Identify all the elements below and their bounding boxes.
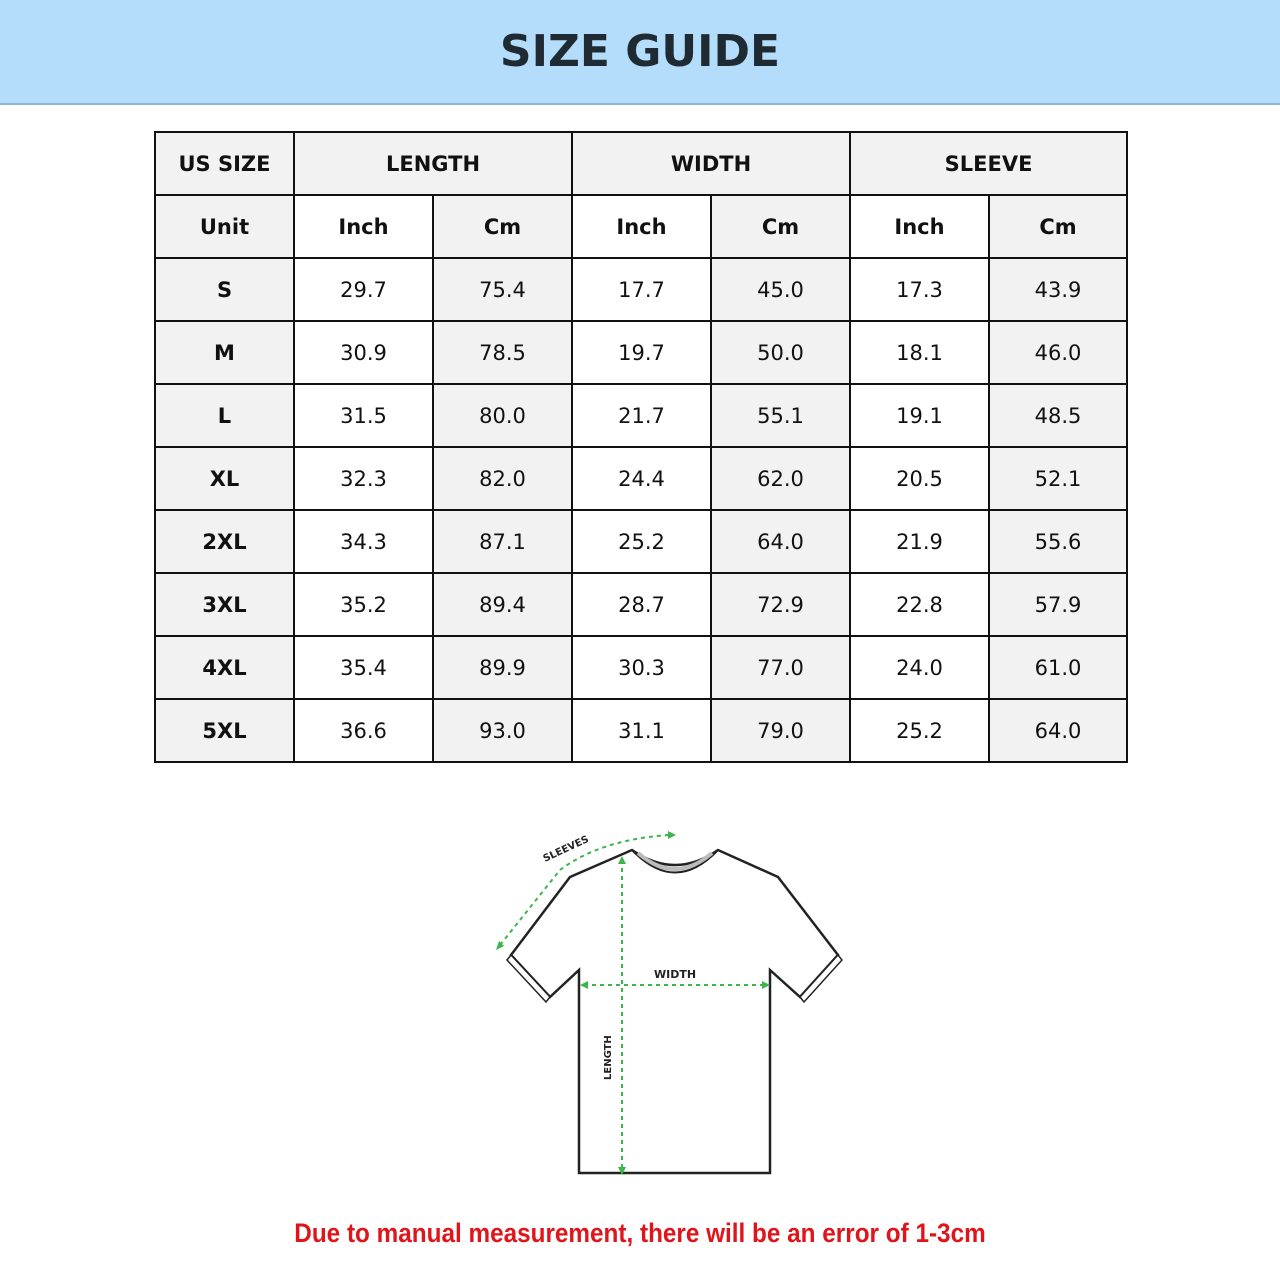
table-row: XL 32.3 82.0 24.4 62.0 20.5 52.1 xyxy=(154,446,1129,511)
unit-header: Inch xyxy=(849,194,991,259)
sleeve-guide xyxy=(499,834,669,946)
size-table: US SIZE LENGTH WIDTH SLEEVE Unit Inch Cm Inch Cm… xyxy=(154,131,1129,763)
measurement-cell: 29.7 xyxy=(293,257,434,322)
page-title: SIZE GUIDE xyxy=(499,26,781,77)
size-label: 2XL xyxy=(154,509,295,574)
measurement-cell: 79.0 xyxy=(710,698,852,763)
measurement-cell: 35.2 xyxy=(293,572,434,637)
unit-row: Unit Inch Cm Inch Cm Inch Cm xyxy=(154,194,1129,259)
measurement-cell: 36.6 xyxy=(293,698,434,763)
table-row: M 30.9 78.5 19.7 50.0 18.1 46.0 xyxy=(154,320,1129,385)
group-header: SLEEVE xyxy=(849,131,1129,196)
unit-header: Cm xyxy=(710,194,852,259)
size-label: 3XL xyxy=(154,572,295,637)
measurement-cell: 21.7 xyxy=(571,383,713,448)
measurement-cell: 72.9 xyxy=(710,572,852,637)
unit-header: Cm xyxy=(431,194,574,259)
measurement-cell: 31.5 xyxy=(293,383,434,448)
measurement-cell: 77.0 xyxy=(710,635,852,700)
measurement-cell: 28.7 xyxy=(571,572,713,637)
measurement-cell: 17.7 xyxy=(571,257,713,322)
title-banner: SIZE GUIDE xyxy=(0,0,1280,105)
group-header: WIDTH xyxy=(571,131,852,196)
measurement-cell: 82.0 xyxy=(431,446,574,511)
measurement-cell: 19.1 xyxy=(849,383,991,448)
group-header-row: US SIZE LENGTH WIDTH SLEEVE xyxy=(154,131,1129,196)
measurement-cell: 89.9 xyxy=(431,635,574,700)
measurement-cell: 20.5 xyxy=(849,446,991,511)
size-label: 5XL xyxy=(154,698,295,763)
measure-guides xyxy=(499,834,766,1172)
measurement-cell: 87.1 xyxy=(431,509,574,574)
measurement-cell: 35.4 xyxy=(293,635,434,700)
measurement-cell: 61.0 xyxy=(988,635,1129,700)
tshirt-diagram: SLEEVES WIDTH LENGTH xyxy=(496,831,843,1175)
table-row: L 31.5 80.0 21.7 55.1 19.1 48.5 xyxy=(154,383,1129,448)
unit-header: Cm xyxy=(988,194,1129,259)
size-label: XL xyxy=(154,446,295,511)
measurement-cell: 22.8 xyxy=(849,572,991,637)
unit-header: Inch xyxy=(293,194,434,259)
measurement-cell: 78.5 xyxy=(431,320,574,385)
measurement-cell: 32.3 xyxy=(293,446,434,511)
measurement-cell: 17.3 xyxy=(849,257,991,322)
measurement-cell: 19.7 xyxy=(571,320,713,385)
measurement-cell: 55.1 xyxy=(710,383,852,448)
measurement-cell: 89.4 xyxy=(431,572,574,637)
table-row: 3XL 35.2 89.4 28.7 72.9 22.8 57.9 xyxy=(154,572,1129,637)
measurement-cell: 31.1 xyxy=(571,698,713,763)
measurement-cell: 48.5 xyxy=(988,383,1129,448)
size-label: M xyxy=(154,320,295,385)
measurement-cell: 64.0 xyxy=(988,698,1129,763)
measurement-cell: 62.0 xyxy=(710,446,852,511)
measurement-cell: 43.9 xyxy=(988,257,1129,322)
table-row: 5XL 36.6 93.0 31.1 79.0 25.2 64.0 xyxy=(154,698,1129,763)
measurement-cell: 25.2 xyxy=(571,509,713,574)
size-label: 4XL xyxy=(154,635,295,700)
measurement-cell: 25.2 xyxy=(849,698,991,763)
table-row: 4XL 35.4 89.9 30.3 77.0 24.0 61.0 xyxy=(154,635,1129,700)
group-header: US SIZE xyxy=(154,131,295,196)
group-header: LENGTH xyxy=(292,131,574,196)
measurement-cell: 18.1 xyxy=(849,320,991,385)
measurement-cell: 45.0 xyxy=(710,257,852,322)
measurement-cell: 24.4 xyxy=(571,446,713,511)
measurement-cell: 75.4 xyxy=(431,257,574,322)
size-label: L xyxy=(154,383,295,448)
measurement-cell: 46.0 xyxy=(988,320,1129,385)
measurement-cell: 24.0 xyxy=(849,635,991,700)
measurement-cell: 21.9 xyxy=(849,509,991,574)
measurement-cell: 50.0 xyxy=(710,320,852,385)
sleeves-label: SLEEVES xyxy=(542,834,591,865)
measurement-cell: 64.0 xyxy=(710,509,852,574)
table-row: 2XL 34.3 87.1 25.2 64.0 21.9 55.6 xyxy=(154,509,1129,574)
length-label: LENGTH xyxy=(603,1035,614,1080)
measurement-cell: 80.0 xyxy=(431,383,574,448)
measurement-cell: 57.9 xyxy=(988,572,1129,637)
measurement-cell: 30.3 xyxy=(571,635,713,700)
unit-header: Unit xyxy=(154,194,295,259)
measurement-cell: 30.9 xyxy=(293,320,434,385)
size-label: S xyxy=(154,257,295,322)
measurement-cell: 93.0 xyxy=(431,698,574,763)
measurement-cell: 55.6 xyxy=(988,509,1129,574)
width-label: WIDTH xyxy=(654,968,696,981)
measurement-note: Due to manual measurement, there will be… xyxy=(294,1218,986,1248)
table-row: S 29.7 75.4 17.7 45.0 17.3 43.9 xyxy=(154,257,1129,322)
unit-header: Inch xyxy=(571,194,713,259)
measurement-cell: 52.1 xyxy=(988,446,1129,511)
measurement-cell: 34.3 xyxy=(293,509,434,574)
